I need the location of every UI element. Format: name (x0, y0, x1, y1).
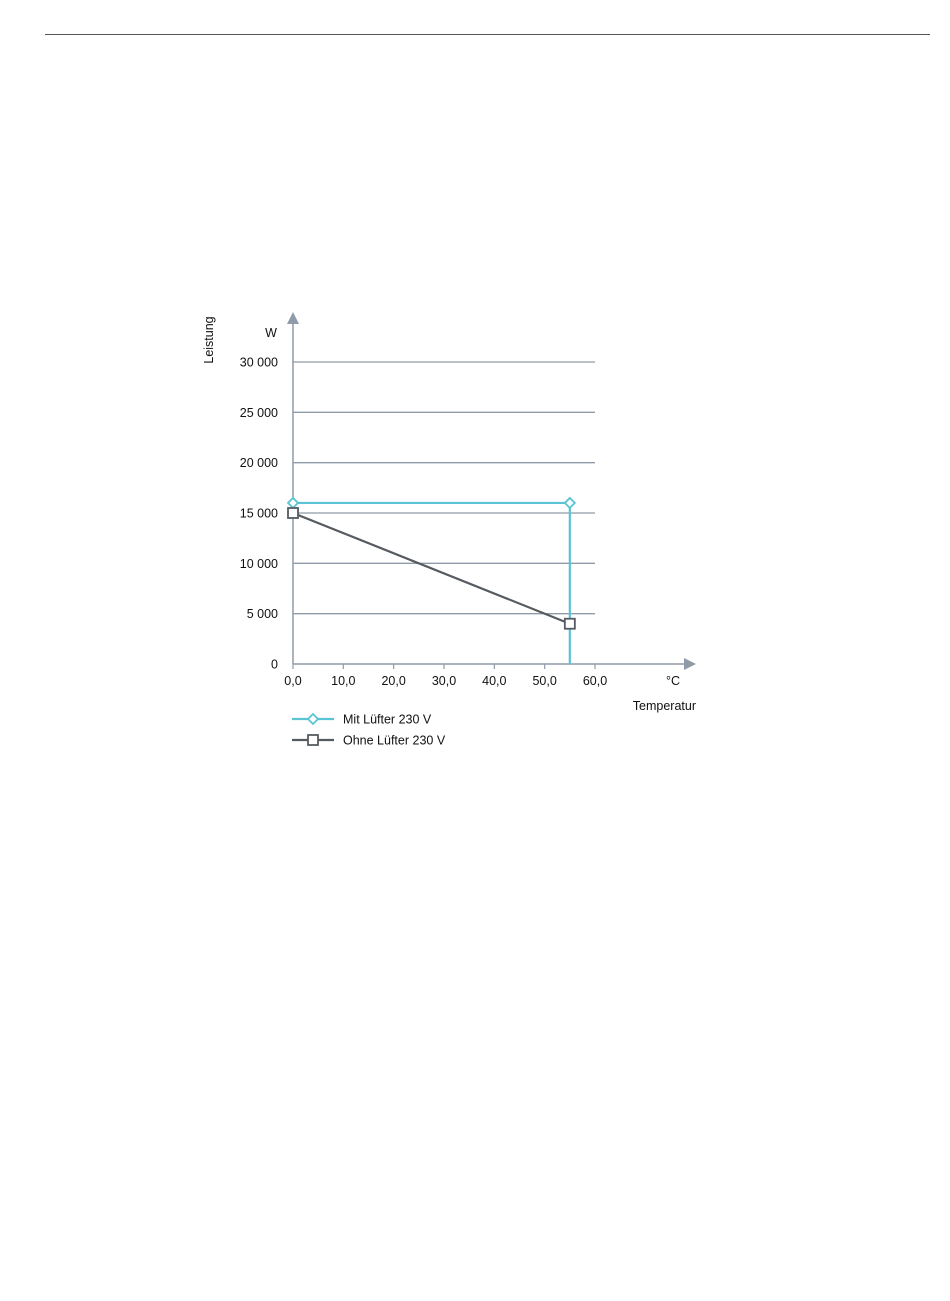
x-tick-label-1: 10,0 (331, 674, 355, 688)
axes (287, 312, 696, 670)
y-tick-label-1: 5 000 (247, 607, 278, 621)
y-tick-label-5: 25 000 (240, 406, 278, 420)
legend-label-0: Mit Lüfter 230 V (343, 713, 432, 727)
legend: Mit Lüfter 230 V Ohne Lüfter 230 V (292, 713, 446, 748)
series-1-point-1 (563, 617, 576, 630)
x-axis-label: Temperatur (633, 699, 696, 713)
y-tick-label-0: 0 (271, 658, 278, 672)
x-tick-label-2: 20,0 (381, 674, 405, 688)
series-group (286, 496, 577, 664)
legend-label-1: Ohne Lüfter 230 V (343, 734, 446, 748)
x-axis-arrow (684, 658, 696, 670)
x-tick-label-6: 60,0 (583, 674, 607, 688)
y-tick-label-2: 10 000 (240, 557, 278, 571)
y-tick-label-3: 15 000 (240, 507, 278, 521)
x-tick-label-4: 40,0 (482, 674, 506, 688)
legend-marker-0 (306, 712, 320, 726)
series-0-point-1 (563, 496, 577, 510)
series-0-point-0 (286, 496, 300, 510)
y-tick-label-6: 30 000 (240, 356, 278, 370)
x-tick-label-3: 30,0 (432, 674, 456, 688)
y-tick-label-4: 20 000 (240, 456, 278, 470)
legend-marker-1 (307, 734, 319, 746)
x-tick-label-0: 0,0 (284, 674, 301, 688)
y-tick-labels: 0 5 000 10 000 15 000 20 000 25 000 30 000 (240, 356, 278, 672)
series-line-1 (292, 511, 571, 625)
y-axis-arrow (287, 312, 299, 324)
x-axis-unit: °C (666, 674, 680, 688)
x-tick-label-5: 50,0 (532, 674, 556, 688)
grid-lines (293, 361, 595, 615)
y-axis-label: Leistung (202, 316, 216, 363)
y-axis-unit: W (265, 326, 277, 340)
page-top-rule (45, 34, 930, 35)
series-1-point-0 (287, 507, 299, 519)
x-tick-labels: 0,0 10,0 20,0 30,0 40,0 50,0 60,0 (284, 674, 607, 688)
